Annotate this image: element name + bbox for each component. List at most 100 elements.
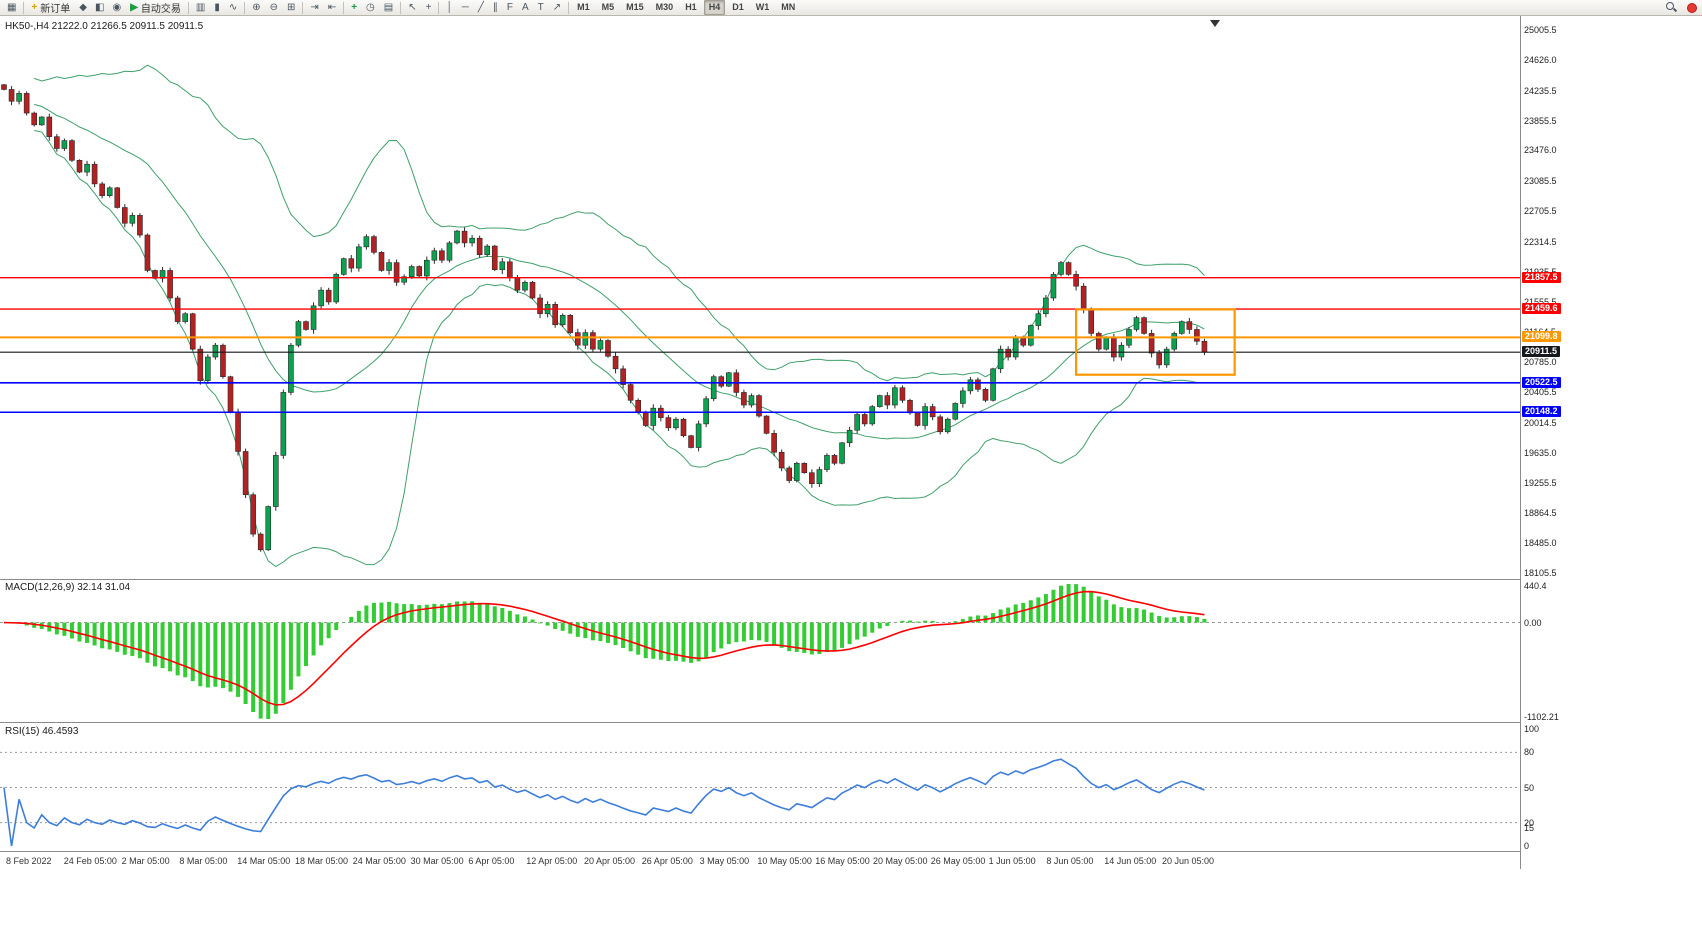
candle-body (250, 494, 256, 535)
bollinger-band (34, 129, 1205, 568)
templates-icon[interactable]: ▤ (383, 2, 394, 13)
zoom-out-icon[interactable]: ⊖ (269, 2, 279, 13)
metaeditor-icon[interactable]: ◆ (79, 2, 87, 13)
date-label: 8 Feb 2022 (6, 856, 52, 866)
candle-body (839, 442, 845, 464)
tile-windows-icon[interactable]: ⊞ (287, 2, 296, 13)
text-icon[interactable]: A (521, 2, 529, 13)
candle-body (23, 93, 30, 114)
auto-scroll-icon[interactable]: ⇥ (310, 2, 319, 13)
notification-badge[interactable] (1687, 2, 1697, 13)
candle-body (1028, 325, 1034, 346)
candle-body (831, 455, 838, 464)
toolbar-separator (302, 1, 304, 14)
timeframe-button-w1[interactable]: W1 (755, 2, 770, 12)
zoom-in-icon[interactable]: ⊕ (252, 2, 261, 13)
time-axis[interactable]: 8 Feb 2022 24 Feb 05:00 2 Mar 05:00 8 Mar 0… (0, 852, 1520, 869)
date-label: 20 Jun 05:00 (1162, 856, 1215, 866)
candle-body (703, 398, 709, 425)
panel-separator[interactable] (0, 579, 1520, 580)
candle-body (884, 395, 891, 406)
bollinger-band (34, 103, 1205, 440)
candle-body (793, 462, 800, 481)
timeframe-button-m15[interactable]: M15 (626, 2, 644, 12)
candle-body (922, 406, 928, 426)
rectangle-annotation[interactable] (1074, 308, 1236, 376)
timeframe-button-h1[interactable]: H1 (685, 2, 697, 12)
chart-shift-icon[interactable]: ⇤ (327, 2, 337, 13)
axis-tick-label: 21935.5 (1524, 267, 1557, 278)
arrows-icon[interactable]: ↗ (552, 2, 562, 13)
timeframe-button-mn[interactable]: MN (781, 2, 796, 12)
axis-tick-label: 21555.5 (1524, 296, 1557, 307)
crosshair-icon[interactable]: + (425, 2, 432, 13)
candle-body (265, 506, 272, 551)
axis-tick-label: 24235.5 (1524, 85, 1557, 96)
indicators-icon[interactable]: + (351, 2, 358, 13)
search-icon[interactable] (1662, 0, 1681, 16)
candle-body (348, 258, 355, 269)
candle-body (574, 332, 581, 346)
timeframe-button-h4[interactable]: H4 (703, 0, 726, 15)
axis-tick-label: -1102.21 (1524, 712, 1559, 722)
chart-shift-marker[interactable] (1210, 20, 1220, 27)
main-price-chart[interactable] (0, 16, 1520, 580)
axis-tick-label: 100 (1524, 724, 1540, 734)
price-axis[interactable]: 25005.5 24626.0 24235.5 23855.5 23476.0 23085… (1520, 16, 1702, 869)
periods-icon[interactable]: ◷ (366, 2, 375, 13)
timeframe-button-m5[interactable]: M5 (601, 2, 615, 12)
candle-body (106, 187, 113, 196)
rsi-line (3, 758, 1205, 847)
candle-body (1073, 274, 1079, 287)
new-order-button[interactable]: + 新订单 (27, 0, 74, 16)
axis-tick-label: 20405.5 (1524, 387, 1557, 397)
toolbar-separator (343, 1, 345, 14)
vertical-line-icon[interactable]: │ (446, 2, 453, 13)
market-watch-icon[interactable]: ◧ (95, 2, 105, 13)
date-label: 14 Jun 05:00 (1104, 856, 1157, 866)
candle-body (114, 187, 121, 208)
candlestick-icon[interactable]: ▮ (214, 2, 220, 13)
candle-body (1058, 262, 1064, 275)
candle-body (257, 533, 264, 551)
cursor-icon[interactable]: ↖ (408, 2, 417, 13)
candle-body (741, 392, 747, 406)
chart-window-icon[interactable]: ▦ (7, 2, 17, 13)
candle-body (212, 344, 219, 358)
bar-chart-icon[interactable]: ▥ (195, 2, 206, 13)
trendline-icon[interactable]: ╱ (477, 2, 484, 13)
label-icon[interactable]: T (537, 2, 544, 13)
timeframe-button-d1[interactable]: D1 (732, 2, 744, 12)
fibonacci-icon[interactable]: F (506, 2, 513, 13)
candle-body (99, 183, 105, 196)
navigator-icon[interactable]: ◉ (112, 2, 122, 13)
panel-separator[interactable] (0, 722, 1520, 723)
candle-body (416, 266, 423, 277)
candle-body (454, 230, 460, 244)
candle-body (869, 406, 876, 425)
line-chart-icon[interactable]: ∿ (228, 2, 238, 13)
macd-indicator-panel[interactable] (0, 580, 1520, 723)
timeframe-button-m30[interactable]: M30 (655, 2, 674, 12)
auto-trading-button[interactable]: ▶ 自动交易 (126, 0, 185, 16)
horizontal-line-icon[interactable]: ─ (461, 2, 469, 13)
candle-body (1118, 344, 1125, 358)
channel-icon[interactable]: ∥ (492, 2, 498, 13)
date-label: 12 Apr 05:00 (526, 856, 578, 866)
date-label: 26 Apr 05:00 (641, 856, 693, 866)
candle-body (1020, 337, 1027, 346)
candle-body (960, 390, 966, 404)
candle-body (680, 418, 687, 437)
macd-signal-line (3, 590, 1205, 706)
toolbar-separator (244, 1, 246, 14)
timeframe-button-m1[interactable]: M1 (577, 2, 590, 12)
rsi-indicator-panel[interactable] (0, 723, 1520, 852)
candle-body (695, 423, 702, 448)
candle-body (990, 368, 996, 401)
price-level-label: 20522.5 (1522, 376, 1561, 388)
axis-tick-label: 440.4 (1524, 581, 1547, 591)
price-level-label: 20148.2 (1522, 406, 1561, 418)
date-label: 20 May 05:00 (873, 856, 928, 866)
axis-tick-label: 15 (1524, 823, 1535, 834)
